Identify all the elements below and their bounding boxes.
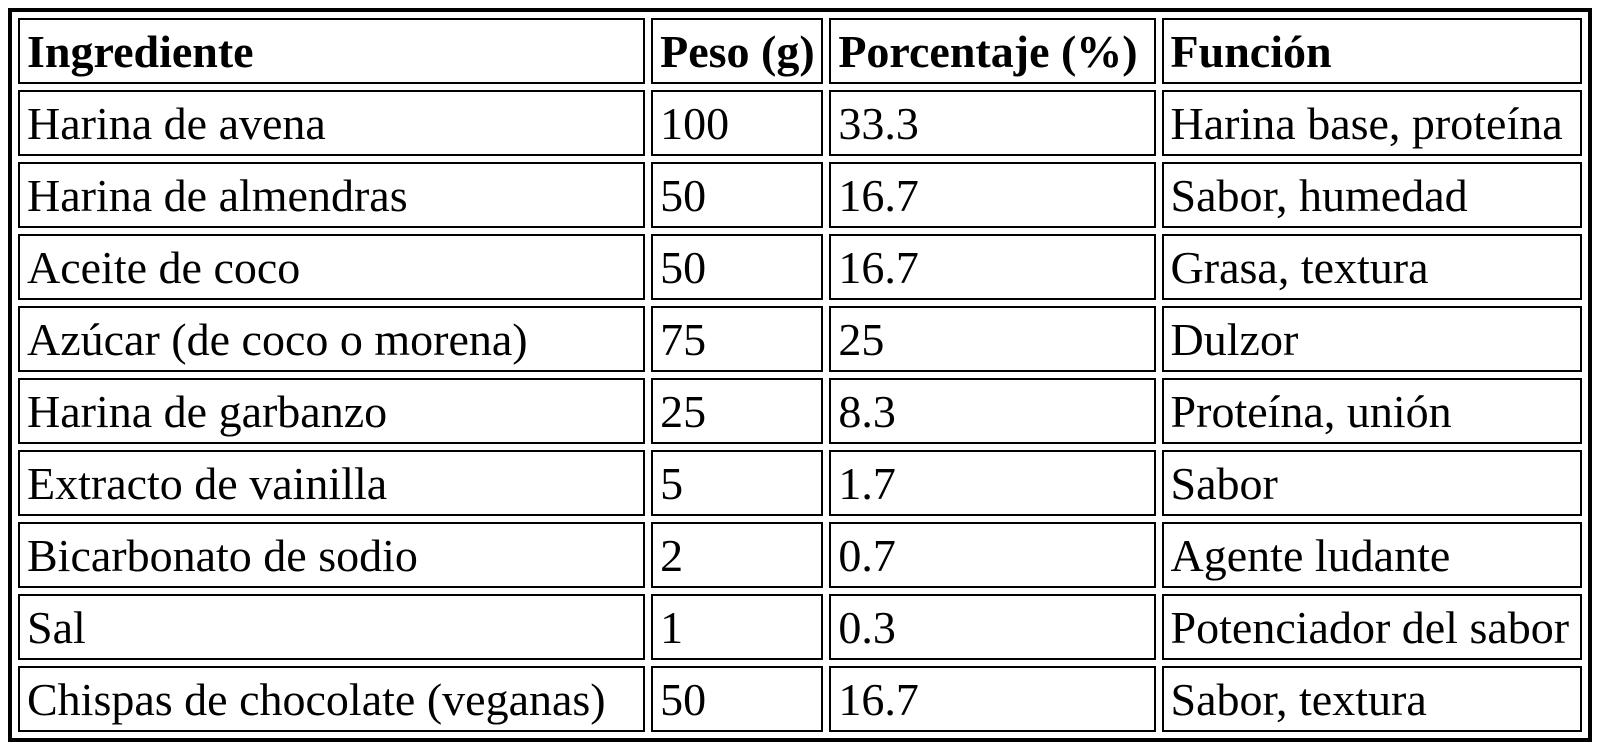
table-row: Bicarbonato de sodio 2 0.7 Agente ludante — [18, 522, 1582, 588]
cell-ingrediente: Harina de garbanzo — [18, 378, 646, 444]
column-header-funcion: Función — [1161, 18, 1582, 84]
cell-funcion: Proteína, unión — [1161, 378, 1582, 444]
table-row: Extracto de vainilla 5 1.7 Sabor — [18, 450, 1582, 516]
cell-ingrediente: Azúcar (de coco o morena) — [18, 306, 646, 372]
cell-peso: 50 — [651, 234, 824, 300]
cell-peso: 1 — [651, 594, 824, 660]
cell-porcentaje: 16.7 — [829, 234, 1156, 300]
cell-peso: 50 — [651, 666, 824, 732]
table-row: Harina de almendras 50 16.7 Sabor, humedad — [18, 162, 1582, 228]
cell-porcentaje: 33.3 — [829, 90, 1156, 156]
cell-porcentaje: 0.3 — [829, 594, 1156, 660]
cell-peso: 75 — [651, 306, 824, 372]
table-body: Harina de avena 100 33.3 Harina base, prote… — [18, 90, 1582, 732]
cell-porcentaje: 1.7 — [829, 450, 1156, 516]
cell-funcion: Agente ludante — [1161, 522, 1582, 588]
table-row: Harina de garbanzo 25 8.3 Proteína, unión — [18, 378, 1582, 444]
cell-ingrediente: Aceite de coco — [18, 234, 646, 300]
cell-ingrediente: Sal — [18, 594, 646, 660]
cell-porcentaje: 25 — [829, 306, 1156, 372]
cell-peso: 5 — [651, 450, 824, 516]
cell-ingrediente: Extracto de vainilla — [18, 450, 646, 516]
cell-peso: 25 — [651, 378, 824, 444]
cell-funcion: Sabor — [1161, 450, 1582, 516]
cell-ingrediente: Chispas de chocolate (veganas) — [18, 666, 646, 732]
table-row: Sal 1 0.3 Potenciador del sabor — [18, 594, 1582, 660]
cell-funcion: Grasa, textura — [1161, 234, 1582, 300]
cell-funcion: Dulzor — [1161, 306, 1582, 372]
table-row: Harina de avena 100 33.3 Harina base, prote… — [18, 90, 1582, 156]
cell-peso: 2 — [651, 522, 824, 588]
cell-ingrediente: Bicarbonato de sodio — [18, 522, 646, 588]
cell-porcentaje: 16.7 — [829, 162, 1156, 228]
cell-ingrediente: Harina de almendras — [18, 162, 646, 228]
cell-peso: 50 — [651, 162, 824, 228]
column-header-ingrediente: Ingrediente — [18, 18, 646, 84]
cell-funcion: Sabor, textura — [1161, 666, 1582, 732]
table-row: Azúcar (de coco o morena) 75 25 Dulzor — [18, 306, 1582, 372]
cell-porcentaje: 8.3 — [829, 378, 1156, 444]
cell-porcentaje: 16.7 — [829, 666, 1156, 732]
cell-ingrediente: Harina de avena — [18, 90, 646, 156]
cell-porcentaje: 0.7 — [829, 522, 1156, 588]
table-row: Chispas de chocolate (veganas) 50 16.7 Sabo… — [18, 666, 1582, 732]
column-header-peso: Peso (g) — [651, 18, 824, 84]
cell-funcion: Potenciador del sabor — [1161, 594, 1582, 660]
table-header-row: Ingrediente Peso (g) Porcentaje (%) Func… — [18, 18, 1582, 84]
table-row: Aceite de coco 50 16.7 Grasa, textura — [18, 234, 1582, 300]
column-header-porcentaje: Porcentaje (%) — [829, 18, 1156, 84]
ingredients-table: Ingrediente Peso (g) Porcentaje (%) Func… — [8, 8, 1592, 742]
cell-funcion: Harina base, proteína — [1161, 90, 1582, 156]
cell-peso: 100 — [651, 90, 824, 156]
cell-funcion: Sabor, humedad — [1161, 162, 1582, 228]
